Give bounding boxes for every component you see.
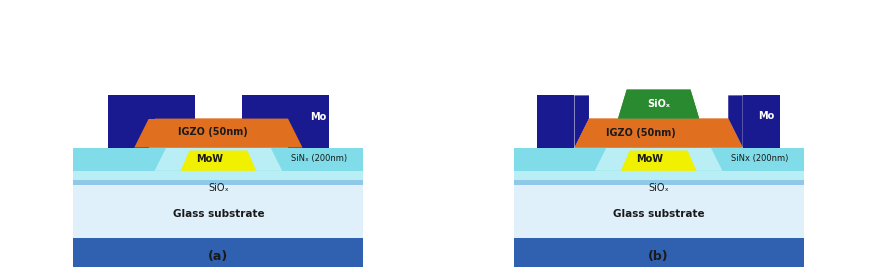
Text: SiOₓ: SiOₓ (647, 99, 670, 109)
Polygon shape (181, 150, 256, 171)
Polygon shape (74, 171, 363, 180)
Polygon shape (514, 171, 803, 180)
Text: SiOₓ: SiOₓ (208, 183, 229, 193)
Text: MoW: MoW (196, 154, 223, 164)
Polygon shape (134, 119, 303, 148)
Text: Mo: Mo (310, 112, 326, 122)
Text: Glass substrate: Glass substrate (613, 209, 704, 219)
Polygon shape (574, 119, 743, 148)
Polygon shape (514, 180, 803, 185)
Polygon shape (74, 237, 363, 267)
Polygon shape (618, 89, 699, 119)
Polygon shape (574, 119, 743, 148)
Text: MoW: MoW (637, 154, 663, 164)
Polygon shape (134, 95, 154, 119)
Text: (a): (a) (208, 250, 229, 263)
Polygon shape (514, 180, 803, 237)
Text: SiNx (200nm): SiNx (200nm) (731, 154, 788, 163)
Polygon shape (241, 95, 309, 119)
Polygon shape (181, 150, 256, 171)
Polygon shape (728, 95, 743, 148)
Polygon shape (514, 148, 803, 171)
Text: SiNₓ (200nm): SiNₓ (200nm) (291, 154, 347, 163)
Polygon shape (621, 150, 696, 171)
Text: SiOₓ: SiOₓ (648, 183, 669, 193)
Polygon shape (134, 119, 303, 148)
Polygon shape (514, 237, 803, 267)
Polygon shape (74, 180, 363, 185)
Polygon shape (621, 150, 696, 171)
Text: IGZO (50nm): IGZO (50nm) (606, 128, 676, 138)
Polygon shape (74, 148, 363, 171)
Text: (b): (b) (648, 250, 669, 263)
Polygon shape (595, 148, 723, 171)
Polygon shape (537, 95, 574, 148)
Polygon shape (154, 148, 282, 171)
Polygon shape (288, 95, 309, 119)
Polygon shape (288, 95, 329, 148)
Polygon shape (743, 95, 781, 148)
Polygon shape (574, 95, 589, 148)
Text: Mo: Mo (758, 111, 774, 121)
Text: Glass substrate: Glass substrate (173, 209, 264, 219)
Polygon shape (108, 95, 149, 148)
Polygon shape (128, 95, 196, 119)
Polygon shape (74, 180, 363, 237)
Polygon shape (618, 89, 699, 119)
Text: IGZO (50nm): IGZO (50nm) (178, 127, 247, 137)
